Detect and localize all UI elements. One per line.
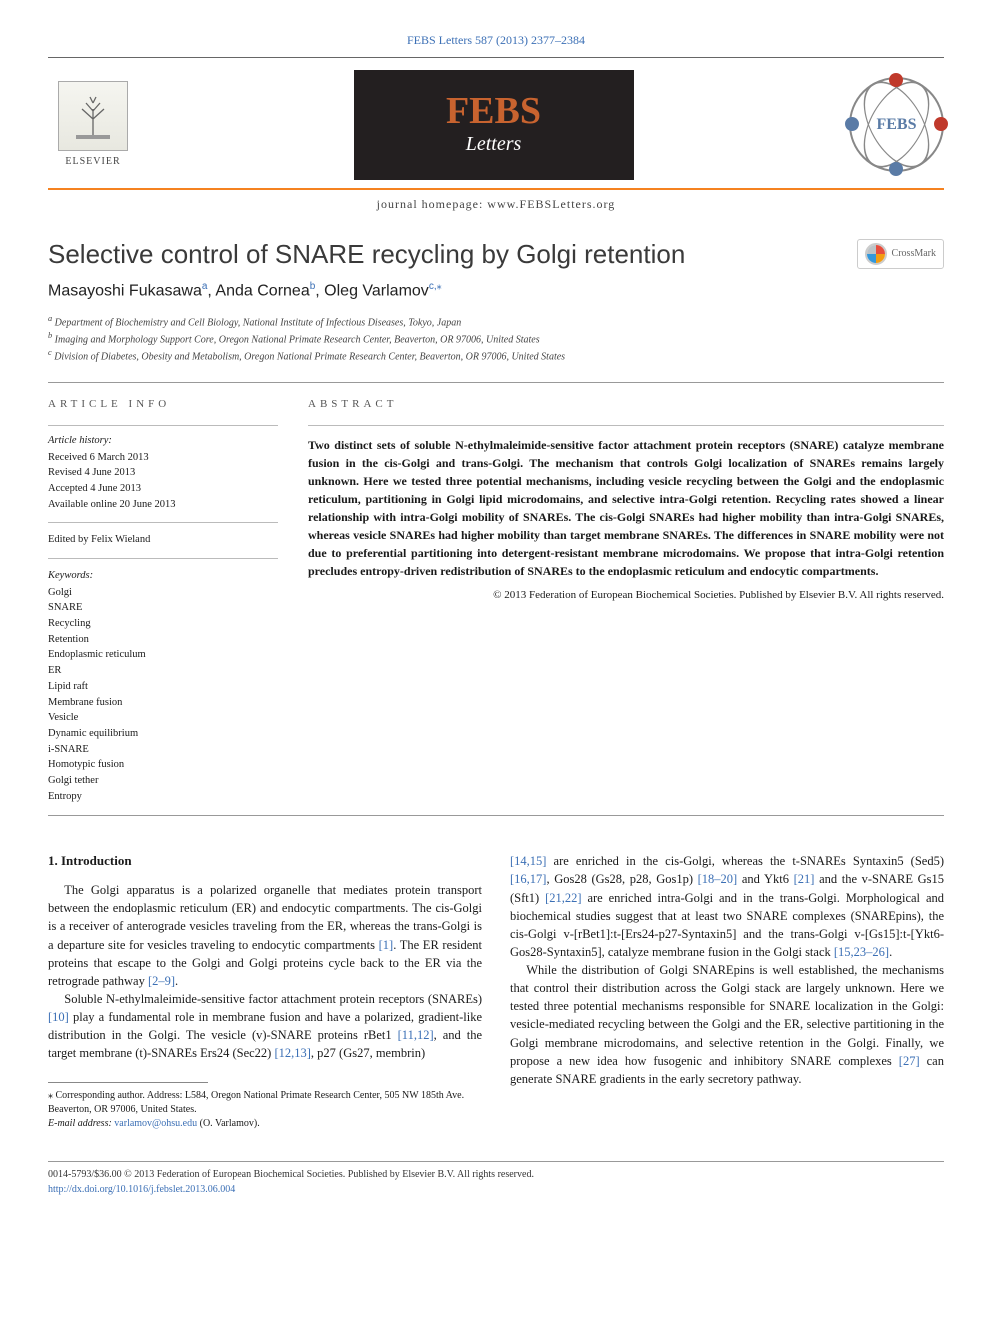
citation-link[interactable]: [10] bbox=[48, 1010, 69, 1024]
footnote-email-author: (O. Varlamov). bbox=[200, 1118, 260, 1129]
body-col-left: 1. Introduction The Golgi apparatus is a… bbox=[48, 852, 482, 1131]
divider-top bbox=[48, 382, 944, 383]
history-received: Received 6 March 2013 bbox=[48, 451, 278, 466]
journal-reference: FEBS Letters 587 (2013) 2377–2384 bbox=[48, 32, 944, 49]
febs-society-label: FEBS bbox=[849, 77, 944, 172]
keywords-label: Keywords: bbox=[48, 569, 278, 584]
citation-link[interactable]: [2–9] bbox=[148, 974, 175, 988]
citation-link[interactable]: [18–20] bbox=[698, 872, 738, 886]
article-body: 1. Introduction The Golgi apparatus is a… bbox=[48, 852, 944, 1131]
footer-doi-link[interactable]: http://dx.doi.org/10.1016/j.febslet.2013… bbox=[48, 1184, 235, 1195]
keyword: Entropy bbox=[48, 790, 278, 805]
keyword: Vesicle bbox=[48, 711, 278, 726]
edited-by: Edited by Felix Wieland bbox=[48, 533, 278, 548]
keyword: Recycling bbox=[48, 617, 278, 632]
keyword: Golgi bbox=[48, 586, 278, 601]
intro-p1: The Golgi apparatus is a polarized organ… bbox=[48, 881, 482, 990]
author-2-aff[interactable]: b bbox=[310, 281, 316, 292]
keyword: Homotypic fusion bbox=[48, 758, 278, 773]
citation-link[interactable]: [21,22] bbox=[545, 891, 581, 905]
intro-p4: While the distribution of Golgi SNAREpin… bbox=[510, 961, 944, 1088]
article-history-label: Article history: bbox=[48, 434, 278, 449]
crossmark-label: CrossMark bbox=[892, 247, 936, 261]
crossmark-badge[interactable]: CrossMark bbox=[857, 239, 944, 269]
divider-bottom bbox=[48, 815, 944, 816]
citation-link[interactable]: [1] bbox=[379, 938, 394, 952]
author-3-aff[interactable]: c, bbox=[429, 281, 437, 292]
keyword: ER bbox=[48, 664, 278, 679]
history-revised: Revised 4 June 2013 bbox=[48, 466, 278, 481]
footnote-email-link[interactable]: varlamov@ohsu.edu bbox=[114, 1118, 197, 1129]
article-info-panel: ARTICLE INFO Article history: Received 6… bbox=[48, 397, 278, 805]
affiliation-c: Division of Diabetes, Obesity and Metabo… bbox=[54, 351, 565, 362]
journal-header: ELSEVIER FEBS Letters FEBS bbox=[48, 57, 944, 190]
page-footer: 0014-5793/$36.00 © 2013 Federation of Eu… bbox=[48, 1161, 944, 1198]
citation-link[interactable]: [14,15] bbox=[510, 854, 546, 868]
affiliation-a: Department of Biochemistry and Cell Biol… bbox=[55, 317, 462, 328]
citation-link[interactable]: [21] bbox=[794, 872, 815, 886]
citation-link[interactable]: [12,13] bbox=[274, 1046, 310, 1060]
febs-title: FEBS bbox=[446, 92, 541, 130]
corresponding-author-footnote: ⁎ Corresponding author. Address: L584, O… bbox=[48, 1089, 482, 1131]
history-accepted: Accepted 4 June 2013 bbox=[48, 482, 278, 497]
keyword: Lipid raft bbox=[48, 680, 278, 695]
abstract-text: Two distinct sets of soluble N-ethylmale… bbox=[308, 436, 944, 580]
keywords-list: Golgi SNARE Recycling Retention Endoplas… bbox=[48, 586, 278, 805]
abstract-heading: ABSTRACT bbox=[308, 397, 944, 412]
keyword: SNARE bbox=[48, 601, 278, 616]
citation-link[interactable]: [11,12] bbox=[398, 1028, 434, 1042]
crossmark-icon bbox=[865, 243, 887, 265]
footnote-text: Corresponding author. Address: L584, Ore… bbox=[48, 1090, 464, 1115]
elsevier-label: ELSEVIER bbox=[65, 155, 120, 169]
keyword: i-SNARE bbox=[48, 743, 278, 758]
keyword: Dynamic equilibrium bbox=[48, 727, 278, 742]
author-2: Anda Cornea bbox=[215, 282, 309, 299]
footer-copyright: 0014-5793/$36.00 © 2013 Federation of Eu… bbox=[48, 1168, 944, 1182]
aff-sup-b: b bbox=[48, 331, 52, 340]
footnote-divider bbox=[48, 1082, 208, 1083]
author-1-aff[interactable]: a bbox=[202, 281, 208, 292]
body-col-right: [14,15] are enriched in the cis-Golgi, w… bbox=[510, 852, 944, 1131]
citation-link[interactable]: [15,23–26] bbox=[834, 945, 889, 959]
affiliation-list: a Department of Biochemistry and Cell Bi… bbox=[48, 313, 944, 365]
affiliation-b: Imaging and Morphology Support Core, Ore… bbox=[55, 334, 540, 345]
elsevier-logo[interactable]: ELSEVIER bbox=[48, 75, 138, 175]
intro-p2: Soluble N-ethylmaleimide-sensitive facto… bbox=[48, 990, 482, 1063]
intro-heading: 1. Introduction bbox=[48, 852, 482, 871]
citation-link[interactable]: [27] bbox=[899, 1054, 920, 1068]
keyword: Retention bbox=[48, 633, 278, 648]
footnote-star: ⁎ bbox=[48, 1090, 53, 1101]
author-3: Oleg Varlamov bbox=[324, 282, 429, 299]
author-3-corr[interactable]: ⁎ bbox=[437, 281, 442, 292]
aff-sup-c: c bbox=[48, 348, 52, 357]
febs-journal-panel: FEBS Letters bbox=[354, 70, 634, 180]
keyword: Golgi tether bbox=[48, 774, 278, 789]
citation-link[interactable]: [16,17] bbox=[510, 872, 546, 886]
intro-p3: [14,15] are enriched in the cis-Golgi, w… bbox=[510, 852, 944, 961]
article-info-heading: ARTICLE INFO bbox=[48, 397, 278, 412]
keyword: Endoplasmic reticulum bbox=[48, 648, 278, 663]
febs-society-logo: FEBS bbox=[849, 77, 944, 172]
author-list: Masayoshi Fukasawaa, Anda Corneab, Oleg … bbox=[48, 280, 944, 303]
febs-subtitle: Letters bbox=[466, 130, 522, 158]
abstract-panel: ABSTRACT Two distinct sets of soluble N-… bbox=[308, 397, 944, 805]
author-1: Masayoshi Fukasawa bbox=[48, 282, 202, 299]
journal-homepage-link[interactable]: journal homepage: www.FEBSLetters.org bbox=[48, 196, 944, 213]
footnote-email-label: E-mail address: bbox=[48, 1118, 112, 1129]
keyword: Membrane fusion bbox=[48, 696, 278, 711]
abstract-copyright: © 2013 Federation of European Biochemica… bbox=[308, 588, 944, 603]
aff-sup-a: a bbox=[48, 314, 52, 323]
elsevier-tree-icon bbox=[58, 81, 128, 151]
article-title: Selective control of SNARE recycling by … bbox=[48, 239, 685, 270]
history-online: Available online 20 June 2013 bbox=[48, 498, 278, 513]
